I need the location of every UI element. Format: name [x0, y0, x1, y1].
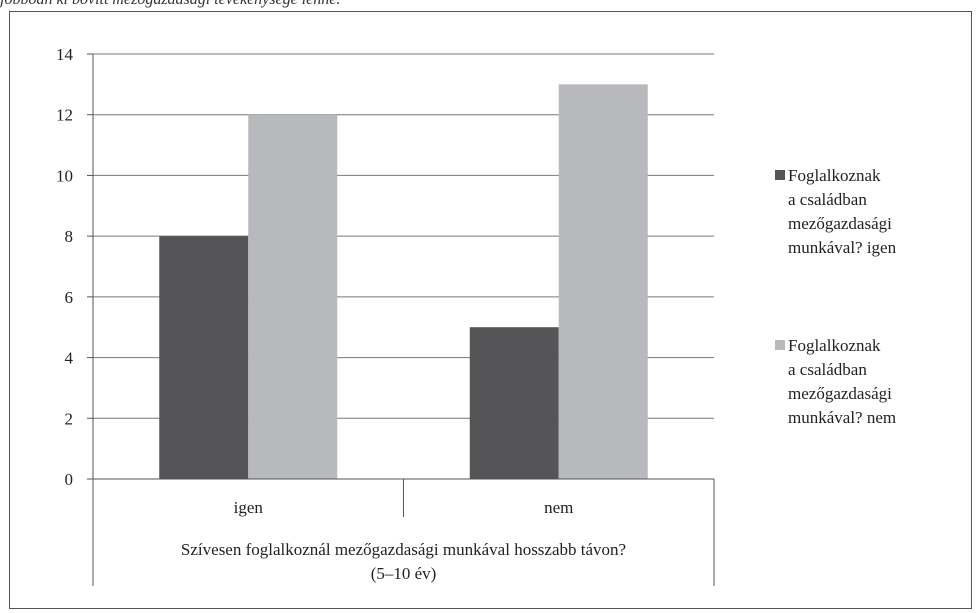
legend-line: a családban	[788, 190, 867, 209]
bar-nem-series-1	[558, 84, 648, 479]
legend-line: Foglalkoznak	[788, 336, 881, 355]
legend-label-nem: Foglalkoznak a családban mezőgazdasági m…	[775, 334, 958, 430]
bar-igen-series-1	[248, 114, 338, 479]
x-tick-label: nem	[544, 498, 573, 517]
y-tick-label: 14	[56, 45, 74, 64]
legend-line: mezőgazdasági	[788, 214, 892, 233]
legend-line: munkával? nem	[788, 408, 897, 427]
y-tick-label: 0	[65, 470, 74, 489]
legend-item-nem: Foglalkoznak a családban mezőgazdasági m…	[775, 334, 965, 430]
bar-igen-series-0	[159, 236, 249, 479]
y-tick-label: 10	[56, 166, 73, 185]
y-tick-label: 12	[56, 106, 73, 125]
legend-line: a családban	[788, 360, 867, 379]
bar-nem-series-0	[469, 327, 559, 479]
x-axis-title: Szívesen foglalkoznál mezőgazdasági munk…	[181, 540, 626, 559]
legend-label-igen: Foglalkoznak a családban mezőgazdasági m…	[775, 164, 958, 260]
legend-line: munkával? igen	[788, 238, 897, 257]
x-tick-label: igen	[234, 498, 264, 517]
legend-swatch-igen	[775, 170, 785, 180]
x-axis-title: (5–10 év)	[371, 564, 437, 583]
figure-caption: jobboan ki bovitt mezogazdasagi tevekeny…	[0, 0, 340, 9]
legend-item-igen: Foglalkoznak a családban mezőgazdasági m…	[775, 164, 965, 260]
legend-swatch-nem	[775, 340, 785, 350]
legend-line: mezőgazdasági	[788, 384, 892, 403]
y-tick-label: 4	[65, 349, 74, 368]
y-tick-label: 8	[65, 227, 74, 246]
legend-line: Foglalkoznak	[788, 166, 881, 185]
y-tick-label: 6	[65, 288, 74, 307]
y-tick-label: 2	[65, 409, 74, 428]
